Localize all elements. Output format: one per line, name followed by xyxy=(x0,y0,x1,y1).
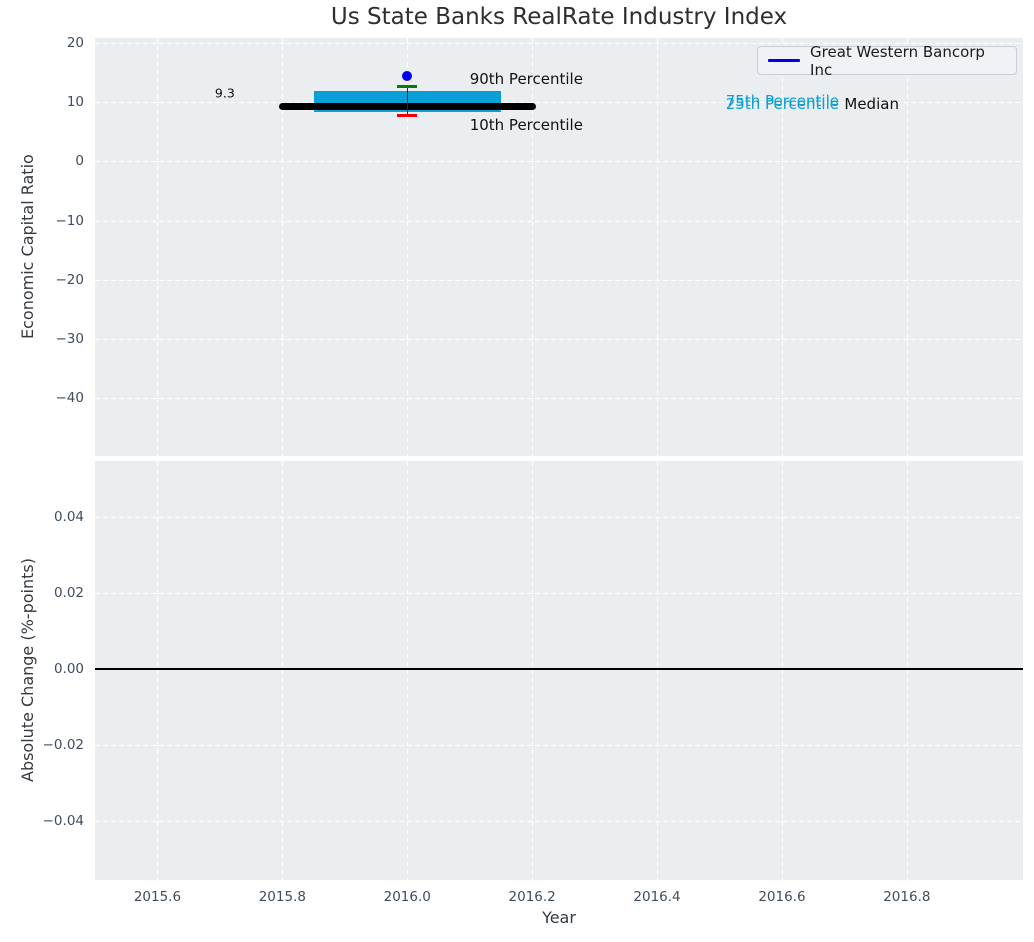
ytick-label-bottom: −0.02 xyxy=(42,737,84,754)
gridline xyxy=(157,38,159,456)
xtick-label: 2016.2 xyxy=(508,889,556,905)
gridline xyxy=(95,592,1023,594)
ytick-label-bottom: 0.00 xyxy=(53,660,84,677)
xtick-label: 2015.6 xyxy=(133,889,182,905)
bottom-axes xyxy=(95,461,1023,880)
gridline xyxy=(407,38,409,456)
ytick-label-top: 10 xyxy=(66,94,84,111)
chart-title: Us State Banks RealRate Industry Index xyxy=(330,4,788,30)
gridline xyxy=(532,38,534,456)
gridline xyxy=(95,821,1023,823)
gridline xyxy=(657,461,659,880)
gridline xyxy=(282,38,284,456)
ytick-label-bottom: −0.04 xyxy=(42,813,84,830)
gridline xyxy=(657,38,659,456)
gridline xyxy=(407,461,409,880)
xtick-label: 2016.8 xyxy=(883,889,931,905)
zero-line xyxy=(95,667,1023,670)
annotation-25th-percentile: 25th Percentile xyxy=(725,94,839,113)
annotation-median: Median xyxy=(844,94,899,113)
ytick-label-top: −30 xyxy=(55,330,85,347)
gridline xyxy=(906,461,908,880)
xlabel-year: Year xyxy=(542,908,576,927)
xtick-label: 2016.4 xyxy=(633,889,681,905)
ytick-label-top: 0 xyxy=(75,153,84,170)
gridline xyxy=(95,338,1023,340)
gridline xyxy=(282,461,284,880)
gridline xyxy=(781,461,783,880)
gridline xyxy=(95,161,1023,163)
legend-line-swatch xyxy=(768,59,801,62)
xtick-label: 2015.8 xyxy=(258,889,306,905)
gridline xyxy=(532,461,534,880)
top-axes: 9.3 90th Percentile 10th Percentile 75th Pe… xyxy=(95,38,1023,456)
p10-percentile-tick xyxy=(397,113,418,117)
xtick-label: 2016.0 xyxy=(383,889,431,905)
gridline xyxy=(781,38,783,456)
ytick-label-bottom: 0.04 xyxy=(53,508,84,525)
ytick-label-bottom: 0.02 xyxy=(53,584,84,601)
whisker-line xyxy=(406,86,408,116)
gridline xyxy=(95,745,1023,747)
ytick-label-top: 20 xyxy=(66,35,84,52)
ytick-label-top: −40 xyxy=(55,390,85,407)
annotation-75th-percentile: 75th Percentile xyxy=(725,91,839,110)
annotation-90th-percentile: 90th Percentile xyxy=(469,69,583,88)
p90-percentile-tick xyxy=(397,85,418,89)
gridline xyxy=(95,220,1023,222)
ytick-label-top: −20 xyxy=(55,271,85,288)
gridline xyxy=(906,38,908,456)
annotation-9-3: 9.3 xyxy=(214,85,235,101)
xtick-label: 2016.6 xyxy=(758,889,806,905)
gridline xyxy=(95,102,1023,104)
gridline xyxy=(95,398,1023,400)
gridline xyxy=(95,43,1023,45)
gridline xyxy=(95,516,1023,518)
legend: Great Western Bancorp Inc xyxy=(757,43,1017,79)
ytick-label-top: −10 xyxy=(55,212,85,229)
company-point xyxy=(402,71,413,82)
legend-label: Great Western Bancorp Inc xyxy=(810,42,985,79)
annotation-10th-percentile: 10th Percentile xyxy=(469,115,583,134)
gridline xyxy=(157,461,159,880)
gridline xyxy=(95,279,1023,281)
